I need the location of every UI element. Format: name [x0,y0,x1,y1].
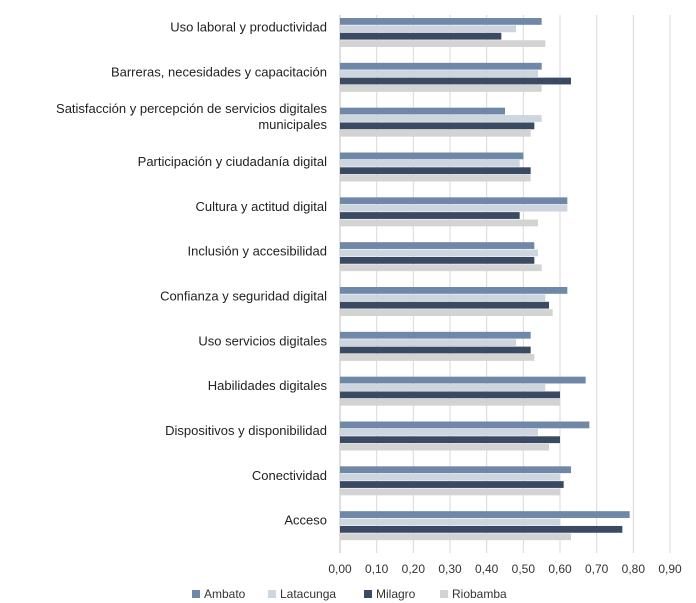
category-label: Uso servicios digitales [198,333,327,348]
bar-latacunga [340,473,560,481]
bar-latacunga [340,518,560,526]
legend-label: Riobamba [452,587,507,601]
bar-ambato [340,18,542,25]
legend-label: Ambato [204,587,246,601]
bar-milagro [340,122,535,130]
bar-ambato [340,152,524,160]
legend-swatch [364,590,372,598]
bar-milagro [340,167,531,175]
bar-milagro [340,212,520,219]
category-label: Inclusión y accesibilidad [188,244,327,259]
bar-latacunga [340,384,546,391]
bar-milagro [340,525,623,533]
bar-latacunga [340,339,516,347]
bar-ambato [340,287,568,294]
x-tick-label: 0,10 [365,562,389,576]
bar-milagro [340,77,571,85]
bar-riobamba [340,533,571,541]
category-label: Habilidades digitales [208,378,328,393]
legend-label: Latacunga [280,587,336,601]
bar-riobamba [340,398,560,406]
bar-latacunga [340,115,542,122]
category-labels: Uso laboral y productividad Barreras, nec… [56,19,327,527]
bar-milagro [340,256,535,264]
bar-latacunga [340,25,516,33]
category-label: Satisfacción y percepción de servicios d… [56,101,327,116]
category-label: Barreras, necesidades y capacitación [111,64,327,79]
x-tick-label: 0,20 [402,562,426,576]
gridlines [339,15,671,553]
legend-swatch [268,590,276,598]
bar-latacunga [340,204,568,212]
x-tick-label: 0,60 [548,562,572,576]
bar-riobamba [340,264,542,272]
x-tick-label: 0,50 [512,562,536,576]
bar-riobamba [340,309,553,316]
bar-riobamba [340,219,538,227]
x-tick-label: 0,70 [585,562,609,576]
bar-latacunga [340,428,538,436]
category-label: Dispositivos y disponibilidad [165,423,327,438]
legend-label: Milagro [376,587,416,601]
bar-riobamba [340,443,549,451]
bar-milagro [340,346,531,354]
category-label: Confianza y seguridad digital [160,288,327,303]
category-label: Acceso [284,513,327,528]
x-tick-label: 0,40 [475,562,499,576]
category-label: Uso laboral y productividad [170,19,327,34]
x-tick-label: 0,90 [658,562,682,576]
bar-ambato [340,466,571,474]
bar-ambato [340,197,568,205]
x-tick-label: 0,00 [328,562,352,576]
category-label: Conectividad [252,468,327,483]
bars [340,18,630,541]
bar-ambato [340,331,531,339]
bar-ambato [340,421,590,429]
bar-latacunga [340,294,546,302]
x-tick-label: 0,30 [438,562,462,576]
legend-swatch [440,590,448,598]
bar-ambato [340,242,535,249]
bar-milagro [340,32,502,40]
bar-milagro [340,481,564,488]
bar-riobamba [340,40,546,47]
bar-milagro [340,301,549,309]
bar-milagro [340,391,560,399]
x-axis-ticks: 0,00 0,10 0,20 0,30 0,40 0,50 0,60 0,70 0,80 0,90 [328,562,682,576]
bar-riobamba [340,488,560,496]
bar-riobamba [340,129,531,137]
bar-latacunga [340,249,538,257]
category-label: Participación y ciudadanía digital [138,154,327,169]
bar-riobamba [340,85,542,92]
bar-latacunga [340,70,538,78]
bar-ambato [340,107,505,115]
category-label: municipales [258,117,327,132]
legend-swatch [192,590,200,598]
bar-ambato [340,62,542,70]
bar-riobamba [340,174,531,182]
x-tick-label: 0,80 [622,562,646,576]
bar-ambato [340,376,586,384]
bar-riobamba [340,354,535,361]
bar-milagro [340,436,560,444]
bar-ambato [340,511,630,518]
bar-latacunga [340,159,520,167]
category-label: Cultura y actitud digital [195,199,327,214]
legend: Ambato Latacunga Milagro Riobamba [192,587,507,601]
